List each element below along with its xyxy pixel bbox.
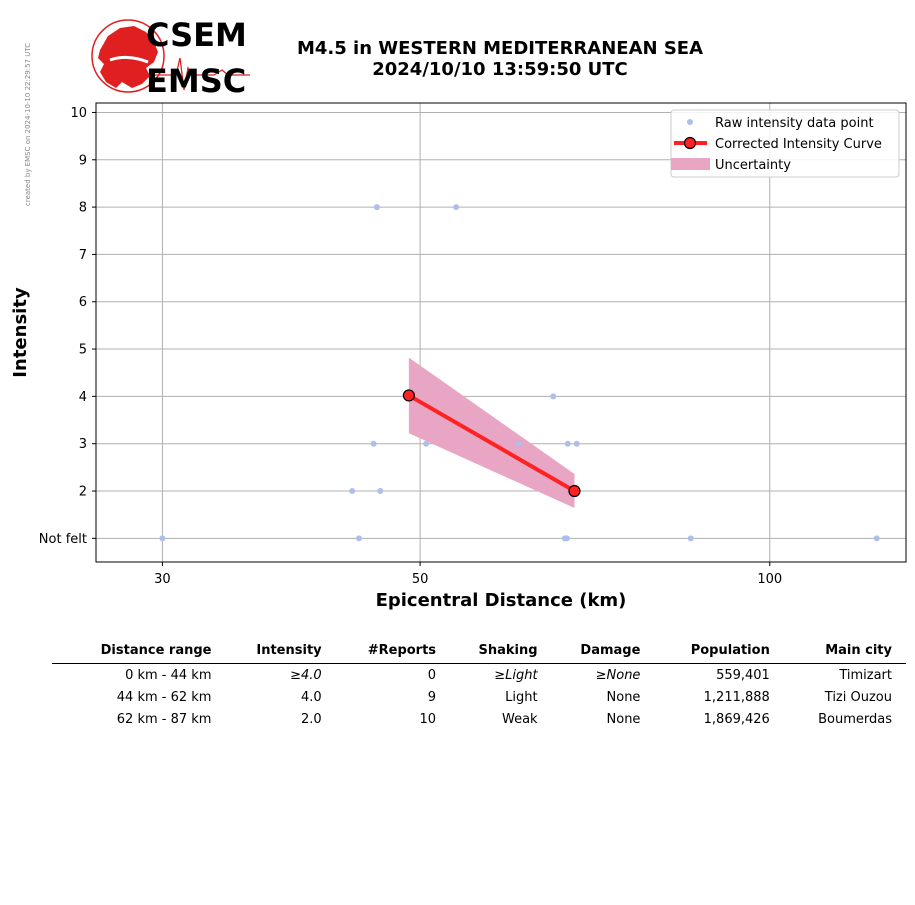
legend-label-raw: Raw intensity data point [715, 116, 874, 131]
table-cell: 9 [427, 690, 437, 705]
raw-data-point [564, 440, 571, 447]
raw-data-point [687, 535, 694, 542]
column-header: Shaking [450, 640, 552, 664]
legend-box [670, 109, 900, 178]
corrected-intensity-line [407, 393, 576, 493]
legend-label-uncertainty: Uncertainty [715, 158, 791, 173]
raw-data-point [159, 535, 166, 542]
y-tick-label: 9 [79, 153, 87, 168]
csem-emsc-logo: CSEM EMSC [91, 18, 250, 100]
table-row: 62 km - 87 km 2.0 10 Weak None 1,869,426… [52, 708, 906, 730]
table-cell: ≥4.0 [290, 668, 322, 683]
y-tick-label: 2 [79, 485, 87, 500]
y-tick-label: 3 [79, 437, 87, 452]
column-header: #Reports [335, 640, 451, 664]
y-tick-label: 10 [70, 106, 87, 121]
x-tick-label: 30 [154, 572, 171, 587]
curve-marker [568, 484, 581, 498]
title-line-event: M4.5 in WESTERN MEDITERRANEAN SEA [296, 38, 704, 59]
column-header: Intensity [225, 640, 336, 664]
raw-data-point [453, 204, 460, 211]
legend-raw-swatch [687, 119, 693, 125]
table-cell: 10 [419, 712, 437, 727]
table-row: 0 km - 44 km ≥4.0 0 ≥Light ≥None 559,401… [52, 664, 906, 687]
plot-frame [95, 102, 907, 563]
axis-ticks: 30 50 100 Not felt 2 3 4 5 6 7 8 9 10 [39, 106, 782, 587]
logo-text-csem: CSEM [146, 18, 247, 54]
y-tick-label: 5 [79, 343, 87, 358]
table-cell: None [606, 690, 641, 705]
y-tick-label: 8 [79, 201, 87, 216]
raw-data-point [563, 535, 570, 542]
table-cell: Light [505, 690, 538, 705]
raw-data-point [356, 535, 363, 542]
uncertainty-band [408, 357, 575, 509]
raw-data-point [370, 440, 377, 447]
table-cell: 0 [427, 668, 437, 683]
table-cell: Timizart [839, 668, 892, 683]
y-tick-label: 4 [79, 390, 87, 405]
column-header: Distance range [52, 640, 226, 664]
table-cell: 44 km - 62 km [116, 690, 212, 705]
y-tick-label: 7 [79, 248, 87, 263]
curve-layer [402, 389, 581, 498]
legend: Raw intensity data point Corrected Intens… [670, 109, 900, 178]
x-tick-label: 100 [757, 572, 782, 587]
raw-points-layer [159, 204, 880, 542]
raw-data-point [377, 488, 384, 495]
raw-data-point [873, 535, 880, 542]
legend-curve-marker [683, 136, 697, 150]
legend-uncertainty-swatch [671, 158, 710, 170]
curve-marker [402, 389, 415, 402]
raw-data-point [349, 488, 356, 495]
raw-data-point [573, 440, 580, 447]
table-cell: ≥Light [494, 668, 538, 683]
title-line-time: 2024/10/10 13:59:50 UTC [372, 59, 628, 80]
legend-label-curve: Corrected Intensity Curve [715, 137, 882, 152]
table-cell: 1,211,888 [703, 690, 770, 705]
table-cell: None [606, 712, 641, 727]
x-axis-label: Epicentral Distance (km) [376, 590, 627, 611]
table-cell: Weak [501, 712, 538, 727]
raw-data-point [373, 204, 380, 211]
y-tick-label: 6 [79, 295, 87, 310]
column-header: Main city [783, 640, 906, 664]
column-header: Population [654, 640, 784, 664]
table-cell: 62 km - 87 km [116, 712, 212, 727]
table-cell: 4.0 [300, 690, 322, 705]
table-cell: 0 km - 44 km [125, 668, 212, 683]
table-row: 44 km - 62 km 4.0 9 Light None 1,211,888… [52, 686, 906, 708]
table-cell: ≥None [595, 668, 641, 683]
column-header: Damage [551, 640, 655, 664]
table-cell: Boumerdas [818, 712, 892, 727]
table-cell: 559,401 [716, 668, 770, 683]
intensity-chart: 30 50 100 Not felt 2 3 4 5 6 7 8 9 10 Epicentral Dis… [10, 102, 907, 611]
table-cell: 2.0 [300, 712, 322, 727]
y-tick-label: Not felt [39, 532, 87, 547]
table-cell: Tizi Ouzou [824, 690, 892, 705]
x-tick-label: 50 [412, 572, 429, 587]
uncertainty-band-layer [408, 357, 575, 509]
y-axis-label: Intensity [10, 287, 31, 378]
raw-data-point [550, 393, 557, 400]
raw-data-point [515, 440, 522, 447]
chart-title: M4.5 in WESTERN MEDITERRANEAN SEA 2024/1… [250, 38, 750, 80]
logo-text-emsc: EMSC [146, 62, 246, 100]
intensity-summary-table: Distance range Intensity #Reports Shakin… [52, 640, 906, 730]
raw-data-point [423, 440, 430, 447]
table-header-row: Distance range Intensity #Reports Shakin… [52, 640, 906, 664]
table-cell: 1,869,426 [703, 712, 770, 727]
